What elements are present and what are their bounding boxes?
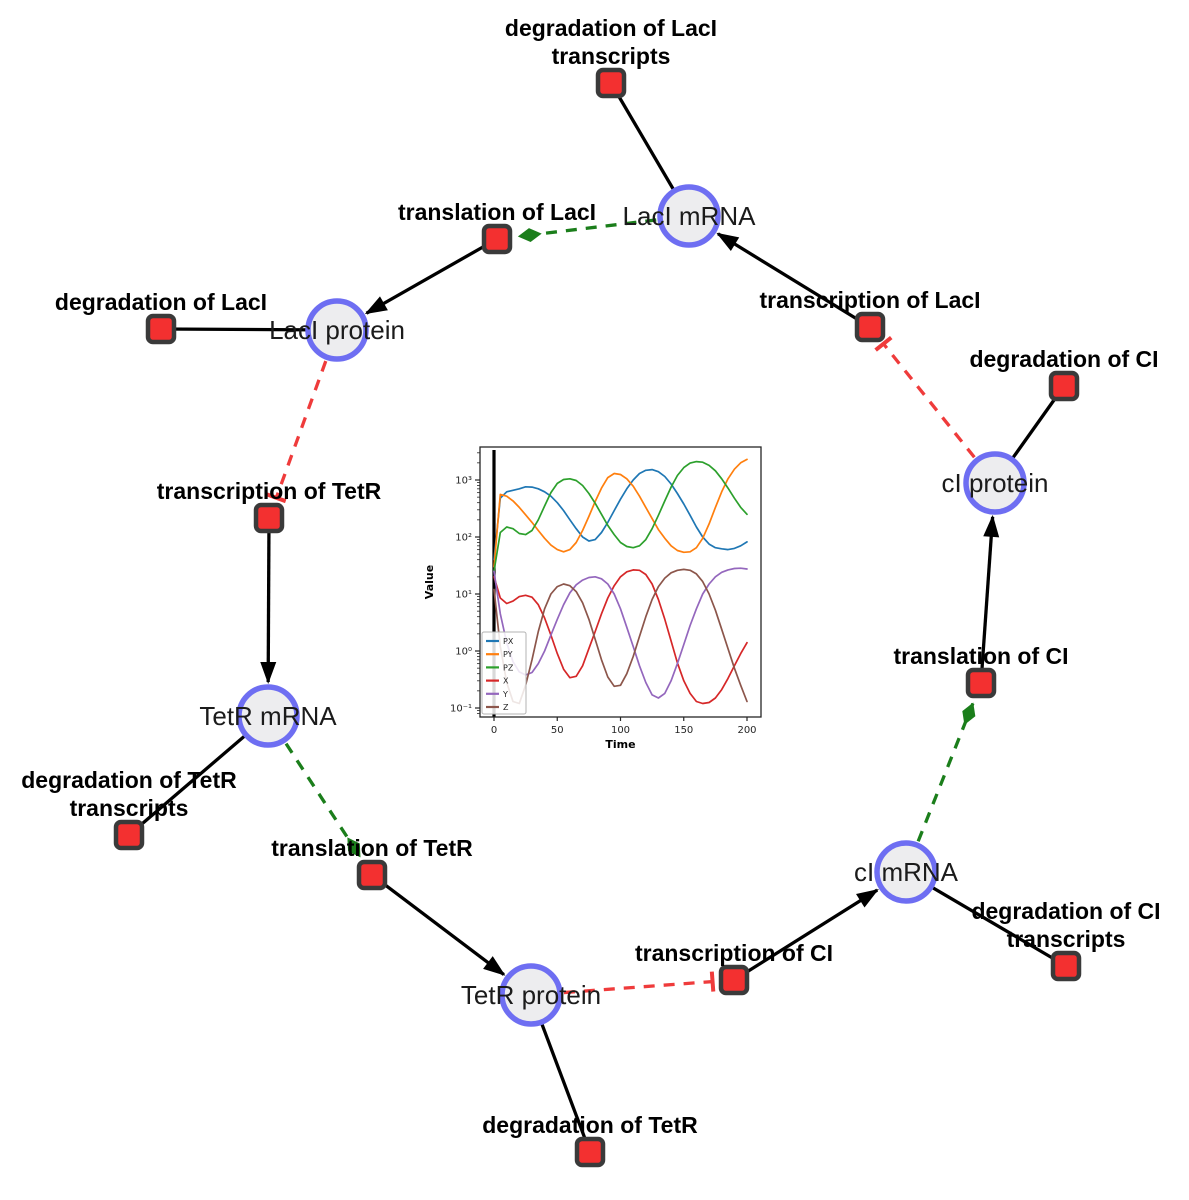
- edge-modifier-ci-mrna-to-translation-of-ci: [916, 702, 976, 842]
- reaction-node-translation-of-tetr[interactable]: [356, 859, 388, 891]
- x-tick-label: 150: [674, 725, 693, 736]
- edge-inhibition-ci-protein-to-transcription-of-laci: [874, 335, 976, 459]
- reaction-node-degradation-of-laci[interactable]: [145, 313, 177, 345]
- reaction-node-transcription-of-laci[interactable]: [854, 311, 886, 343]
- y-axis: 10⁻¹ 10⁰ 10¹ 10² 10³ Value: [424, 452, 480, 715]
- legend-label-Y: Y: [502, 690, 508, 699]
- species-label-laci-mrna: LacI mRNA: [623, 201, 757, 231]
- edge-product-transcription-of-tetr-to-tetr-mrna: [260, 517, 277, 685]
- species-node-tetr-protein[interactable]: [499, 963, 563, 1027]
- species-label-ci-mrna: cI mRNA: [854, 857, 959, 887]
- reaction-label-transcription-of-laci: transcription of LacI: [759, 287, 980, 313]
- legend-label-PY: PY: [503, 650, 513, 659]
- reaction-label-translation-of-ci: translation of CI: [893, 643, 1068, 669]
- reaction-label-degradation-of-tetr-transcripts: transcripts: [70, 795, 189, 821]
- reaction-label-transcription-of-ci: transcription of CI: [635, 940, 833, 966]
- reaction-node-degradation-of-tetr-transcripts[interactable]: [113, 819, 145, 851]
- y-tick-label: 10⁰: [455, 647, 472, 658]
- y-axis-label: Value: [424, 565, 436, 599]
- species-label-laci-protein: LacI protein: [269, 315, 405, 345]
- legend-label-PZ: PZ: [503, 663, 514, 672]
- x-axis: 0 50 100 150 200 Time: [491, 717, 757, 751]
- species-node-ci-mrna[interactable]: [874, 840, 938, 904]
- species-label-tetr-mrna: TetR mRNA: [199, 701, 337, 731]
- x-tick-label: 200: [737, 725, 756, 736]
- reaction-label-degradation-of-laci: degradation of LacI: [55, 289, 267, 315]
- reaction-label-degradation-of-tetr-transcripts: degradation of TetR: [21, 767, 237, 793]
- series-line-Y: [493, 567, 748, 699]
- reaction-label-degradation-of-ci-transcripts: transcripts: [1007, 926, 1126, 952]
- legend-label-X: X: [503, 677, 509, 686]
- nodes-layer: LacI mRNA LacI protein TetR mRNA TetR prote…: [21, 15, 1161, 1168]
- plot-frame: [479, 446, 762, 718]
- edge-product-translation-of-ci-to-ci-protein: [979, 514, 1000, 684]
- reaction-label-degradation-of-tetr: degradation of TetR: [482, 1112, 698, 1138]
- reaction-node-translation-of-laci[interactable]: [481, 223, 513, 255]
- reaction-node-degradation-of-laci-transcripts[interactable]: [595, 67, 627, 99]
- legend: PX PY PZ XYZ: [481, 631, 527, 715]
- legend-label-PX: PX: [503, 637, 514, 646]
- x-axis-label: Time: [605, 738, 635, 751]
- reaction-node-transcription-of-tetr[interactable]: [253, 502, 285, 534]
- species-node-laci-protein[interactable]: [305, 298, 369, 362]
- y-tick-label: 10²: [455, 533, 472, 544]
- reaction-node-translation-of-ci[interactable]: [965, 667, 997, 699]
- edge-inhibition-tetr-protein-to-transcription-of-ci: [563, 971, 716, 995]
- y-tick-label: 10⁻¹: [450, 704, 472, 715]
- reaction-label-transcription-of-tetr: transcription of TetR: [157, 478, 382, 504]
- reaction-label-translation-of-laci: translation of LacI: [398, 199, 596, 225]
- y-tick-label: 10¹: [455, 590, 472, 601]
- edge-modifier-tetr-mrna-to-translation-of-tetr: [284, 742, 362, 858]
- edge-product-transcription-of-ci-to-ci-mrna: [733, 888, 879, 982]
- edge-product-translation-of-tetr-to-tetr-protein: [371, 873, 506, 976]
- edge-product-translation-of-laci-to-laci-protein: [364, 237, 498, 315]
- edge-inhibition-laci-protein-to-transcription-of-tetr: [266, 360, 328, 504]
- reaction-label-degradation-of-ci: degradation of CI: [969, 346, 1158, 372]
- species-label-ci-protein: cI protein: [942, 468, 1049, 498]
- series-line-PZ: [493, 460, 748, 573]
- reaction-node-degradation-of-ci-transcripts[interactable]: [1050, 950, 1082, 982]
- x-tick-label: 100: [611, 725, 630, 736]
- series-line-X: [493, 569, 748, 705]
- y-tick-label: 10³: [455, 476, 472, 487]
- edge-modifier-laci-mrna-to-translation-of-laci: [517, 218, 657, 243]
- reaction-node-degradation-of-ci[interactable]: [1048, 370, 1080, 402]
- x-tick-label: 0: [491, 725, 497, 736]
- reaction-label-degradation-of-laci-transcripts: degradation of LacI: [505, 15, 717, 41]
- reaction-node-degradation-of-tetr[interactable]: [574, 1136, 606, 1168]
- reaction-label-degradation-of-laci-transcripts: transcripts: [552, 43, 671, 69]
- series-line-PX: [493, 468, 748, 561]
- edge-product-transcription-of-laci-to-laci-mrna: [716, 232, 871, 329]
- legend-label-Z: Z: [503, 703, 509, 712]
- species-label-tetr-protein: TetR protein: [461, 980, 601, 1010]
- series-line-PY: [493, 458, 748, 568]
- species-node-tetr-mrna[interactable]: [236, 684, 300, 748]
- reaction-label-translation-of-tetr: translation of TetR: [271, 835, 473, 861]
- reaction-label-degradation-of-ci-transcripts: degradation of CI: [971, 898, 1160, 924]
- reaction-node-transcription-of-ci[interactable]: [718, 964, 750, 996]
- series-line-Z: [493, 568, 748, 705]
- species-node-ci-protein[interactable]: [963, 451, 1027, 515]
- species-node-laci-mrna[interactable]: [657, 184, 721, 248]
- x-tick-label: 50: [551, 725, 564, 736]
- plot-area: [480, 447, 761, 717]
